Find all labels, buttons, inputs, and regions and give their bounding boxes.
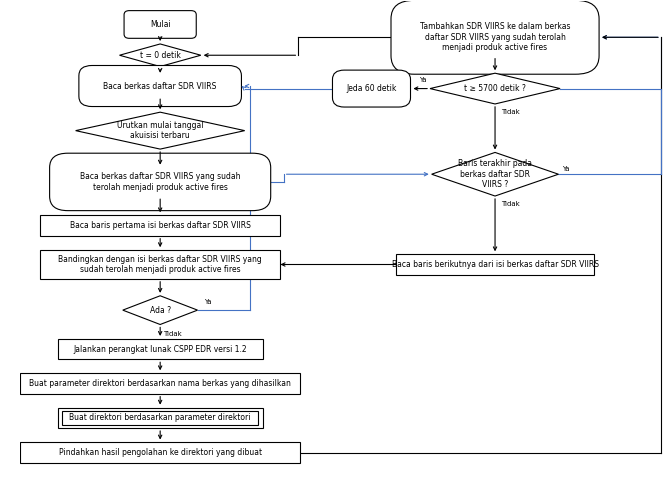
Text: Buat parameter direktori berdasarkan nama berkas yang dihasilkan: Buat parameter direktori berdasarkan nam… <box>29 379 291 388</box>
FancyBboxPatch shape <box>79 66 241 106</box>
Text: Jeda 60 detik: Jeda 60 detik <box>346 84 396 93</box>
FancyBboxPatch shape <box>391 0 599 74</box>
Text: Baca berkas daftar SDR VIIRS: Baca berkas daftar SDR VIIRS <box>103 81 217 91</box>
Text: Tidak: Tidak <box>163 331 182 337</box>
Text: Mulai: Mulai <box>150 20 171 29</box>
Text: Tambahkan SDR VIIRS ke dalam berkas
daftar SDR VIIRS yang sudah terolah
menjadi : Tambahkan SDR VIIRS ke dalam berkas daft… <box>420 23 571 52</box>
Text: Jalankan perangkat lunak CSPP EDR versi 1.2: Jalankan perangkat lunak CSPP EDR versi … <box>73 344 247 354</box>
Text: Baca baris berikutnya dari isi berkas daftar SDR VIIRS: Baca baris berikutnya dari isi berkas da… <box>392 260 599 269</box>
Text: Baca berkas daftar SDR VIIRS yang sudah
terolah menjadi produk active fires: Baca berkas daftar SDR VIIRS yang sudah … <box>80 172 241 192</box>
Bar <box>58 408 263 428</box>
Bar <box>396 254 594 275</box>
Bar <box>62 411 258 424</box>
Text: Tidak: Tidak <box>501 201 520 207</box>
Polygon shape <box>431 152 558 196</box>
Text: Urutkan mulai tanggal
akuisisi terbaru: Urutkan mulai tanggal akuisisi terbaru <box>117 121 204 140</box>
Polygon shape <box>123 296 198 324</box>
Text: Bandingkan dengan isi berkas daftar SDR VIIRS yang
sudah terolah menjadi produk : Bandingkan dengan isi berkas daftar SDR … <box>58 255 262 274</box>
Text: t ≥ 5700 detik ?: t ≥ 5700 detik ? <box>464 84 526 93</box>
Bar <box>40 215 280 236</box>
Text: t = 0 detik: t = 0 detik <box>140 51 181 60</box>
Text: Ya: Ya <box>204 299 212 305</box>
FancyBboxPatch shape <box>333 70 411 107</box>
Bar <box>20 373 300 394</box>
Text: Buat direktori berdasarkan parameter direktori: Buat direktori berdasarkan parameter dir… <box>69 414 251 422</box>
Polygon shape <box>430 73 560 104</box>
Polygon shape <box>120 44 201 67</box>
Text: Ya: Ya <box>562 166 569 171</box>
Polygon shape <box>76 112 245 149</box>
FancyBboxPatch shape <box>50 153 271 211</box>
Bar <box>40 250 280 279</box>
FancyBboxPatch shape <box>124 11 196 38</box>
Bar <box>58 339 263 359</box>
Text: Ya: Ya <box>419 77 427 83</box>
Text: Tidak: Tidak <box>501 109 520 115</box>
Text: Baca baris pertama isi berkas daftar SDR VIIRS: Baca baris pertama isi berkas daftar SDR… <box>70 221 251 230</box>
Bar <box>20 442 300 463</box>
Text: Pindahkan hasil pengolahan ke direktori yang dibuat: Pindahkan hasil pengolahan ke direktori … <box>58 448 261 457</box>
Text: Baris terakhir pada
berkas daftar SDR
VIIRS ?: Baris terakhir pada berkas daftar SDR VI… <box>458 159 532 189</box>
Text: Ada ?: Ada ? <box>150 306 171 315</box>
